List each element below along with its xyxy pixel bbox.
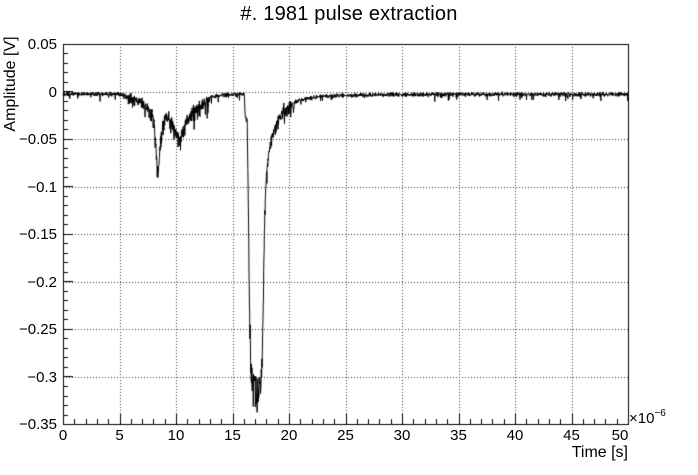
x-tick-label: 5	[115, 427, 124, 444]
x-tick-label: 10	[167, 427, 185, 444]
x-tick-label: 15	[224, 427, 241, 444]
multiplier-exponent: −6	[654, 408, 666, 419]
y-tick-label: 0	[48, 83, 57, 101]
x-axis-multiplier: ×10−6	[629, 408, 666, 427]
y-tick-label: −0.1	[27, 178, 57, 196]
y-tick-label: −0.25	[19, 321, 57, 338]
multiplier-base: ×10	[629, 410, 655, 427]
y-tick-label: −0.05	[19, 131, 57, 148]
x-tick-label: 40	[506, 427, 524, 444]
x-tick-label: 0	[58, 427, 68, 444]
x-tick-label: 35	[450, 427, 467, 444]
y-tick-label: −0.2	[27, 273, 57, 291]
x-tick-label: 50	[611, 427, 629, 444]
x-tick-label: 30	[393, 427, 411, 444]
x-axis-title: Time [s]	[571, 444, 628, 461]
x-tick-label: 20	[280, 427, 298, 444]
x-tick-label: 25	[337, 427, 354, 444]
y-tick-label: 0.05	[27, 36, 57, 53]
y-tick-label: −0.15	[19, 226, 57, 243]
y-tick-label: −0.35	[19, 416, 57, 433]
x-tick-label: 45	[563, 427, 580, 444]
y-tick-label: −0.3	[27, 368, 57, 386]
